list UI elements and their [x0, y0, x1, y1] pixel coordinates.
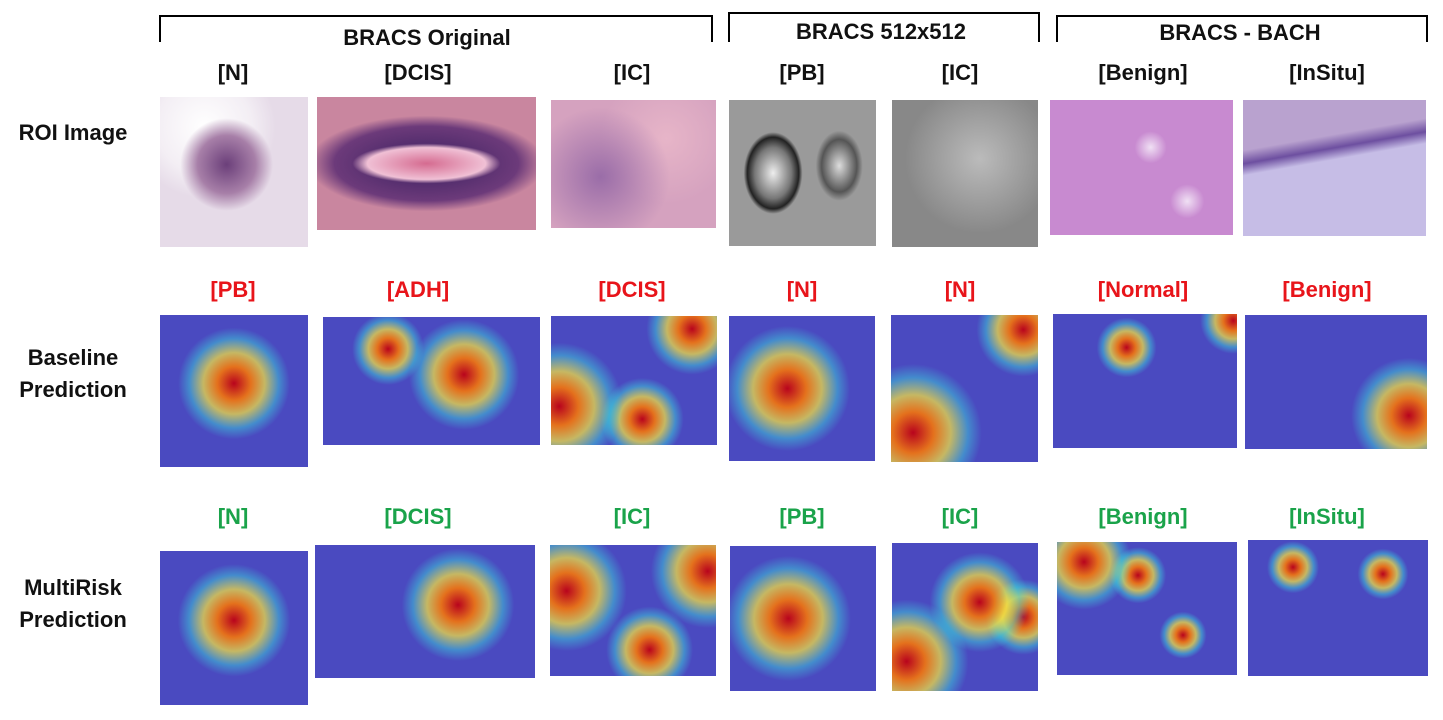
baseline-label: [N] — [786, 277, 818, 302]
baseline-label: [DCIS] — [598, 277, 666, 302]
heatmap-image — [551, 316, 717, 445]
heatmap-image — [1057, 542, 1237, 675]
roi-image — [1050, 100, 1233, 235]
group-title: BRACS Original — [343, 25, 511, 50]
heatmap-image — [160, 551, 308, 705]
heatmap-image — [315, 545, 535, 678]
roi-image — [551, 100, 716, 228]
multirisk-label: [IC] — [613, 504, 651, 529]
heatmap-image — [550, 545, 716, 676]
heatmap-image — [1245, 315, 1427, 449]
roi-image — [1243, 100, 1426, 236]
group-title: BRACS - BACH — [1159, 20, 1321, 45]
row-label: Prediction — [19, 377, 127, 402]
class-label: [IC] — [941, 60, 979, 85]
group-title: BRACS 512x512 — [796, 19, 966, 44]
roi-image — [160, 97, 308, 247]
multirisk-label: [N] — [217, 504, 249, 529]
multirisk-label: [DCIS] — [384, 504, 452, 529]
bracket — [159, 15, 713, 42]
class-label: [PB] — [779, 60, 825, 85]
class-label: [Benign] — [1098, 60, 1188, 85]
multirisk-label: [PB] — [779, 504, 825, 529]
baseline-label: [Normal] — [1097, 277, 1189, 302]
heatmap-image — [729, 316, 875, 461]
roi-image — [729, 100, 876, 246]
group-brackets — [159, 12, 1428, 42]
class-label: [N] — [217, 60, 249, 85]
heatmap-image — [160, 315, 308, 467]
heatmap-image — [892, 543, 1038, 691]
heatmap-image — [1053, 314, 1237, 448]
baseline-label: [PB] — [210, 277, 256, 302]
multirisk-label: [Benign] — [1098, 504, 1188, 529]
heatmap-image — [323, 317, 540, 445]
bracket — [728, 12, 1040, 42]
heatmap-image — [730, 546, 876, 691]
bracket — [1056, 15, 1428, 42]
class-label: [IC] — [613, 60, 651, 85]
multirisk-label: [InSitu] — [1289, 504, 1365, 529]
row-label: MultiRisk — [24, 575, 122, 600]
baseline-label: [ADH] — [386, 277, 450, 302]
roi-image — [892, 100, 1038, 247]
heatmap-image — [1248, 540, 1428, 676]
roi-image — [317, 97, 536, 230]
multirisk-label: [IC] — [941, 504, 979, 529]
baseline-label: [Benign] — [1282, 277, 1372, 302]
row-label: Baseline — [27, 345, 119, 370]
class-label: [DCIS] — [384, 60, 452, 85]
baseline-label: [N] — [944, 277, 976, 302]
class-label: [InSitu] — [1289, 60, 1365, 85]
row-label: Prediction — [19, 607, 127, 632]
row-label: ROI Image — [18, 120, 128, 145]
heatmap-image — [891, 315, 1038, 462]
